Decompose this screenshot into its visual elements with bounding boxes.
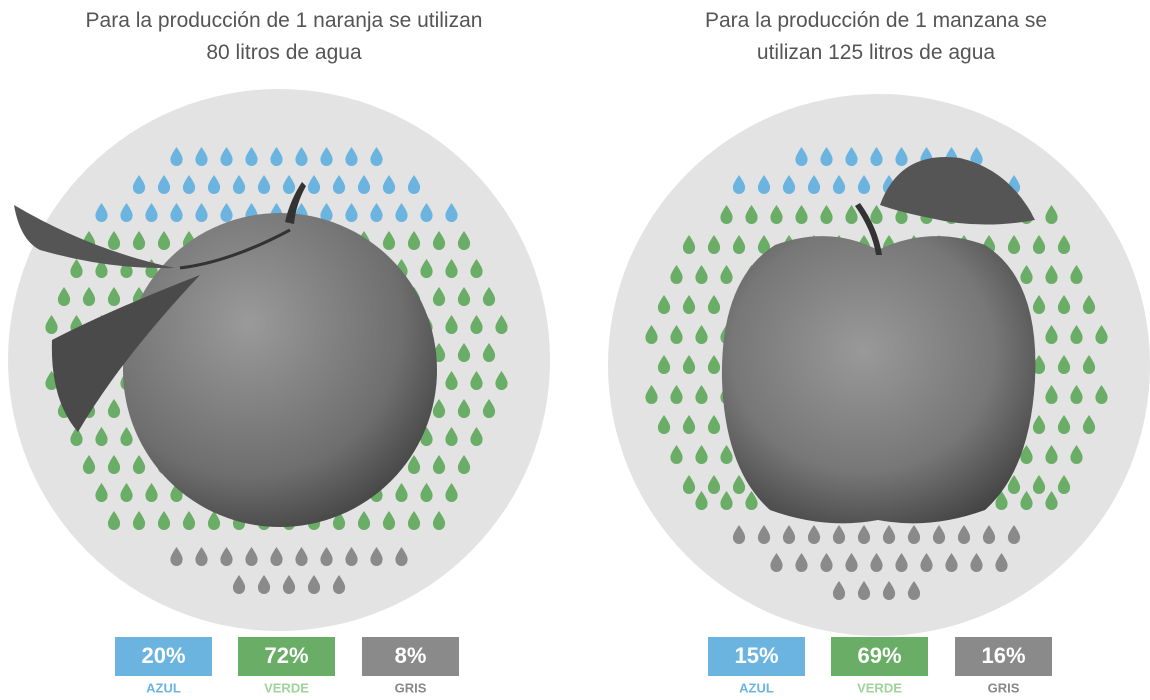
box-label: VERDE <box>857 680 902 695</box>
title: Para la producción de 1 manzana se <box>705 9 1047 32</box>
title: 80 litros de agua <box>206 41 362 64</box>
panel: Para la producción de 1 manzana se utili… <box>608 9 1150 636</box>
box-value: 16% <box>981 643 1025 668</box>
panel: Para la producción de 1 naranja se utili… <box>8 9 550 631</box>
title: utilizan 125 litros de agua <box>757 41 995 64</box>
title: Para la producción de 1 naranja se utili… <box>86 9 483 32</box>
box-label: AZUL <box>739 680 774 695</box>
box-label: GRIS <box>988 680 1020 695</box>
box-value: 20% <box>141 643 185 668</box>
box-value: 72% <box>264 643 308 668</box>
box-value: 15% <box>734 643 778 668</box>
infographic: Para la producción de 1 naranja se utili… <box>0 0 1150 700</box>
box-label: VERDE <box>264 680 309 695</box>
legend-boxes: 20% AZUL 72% VERDE 8% GRIS 15% AZUL 69% VERDE 16% G… <box>115 637 1052 695</box>
box-label: AZUL <box>146 680 181 695</box>
box-value: 69% <box>857 643 901 668</box>
box-value: 8% <box>395 643 427 668</box>
box-label: GRIS <box>395 680 427 695</box>
